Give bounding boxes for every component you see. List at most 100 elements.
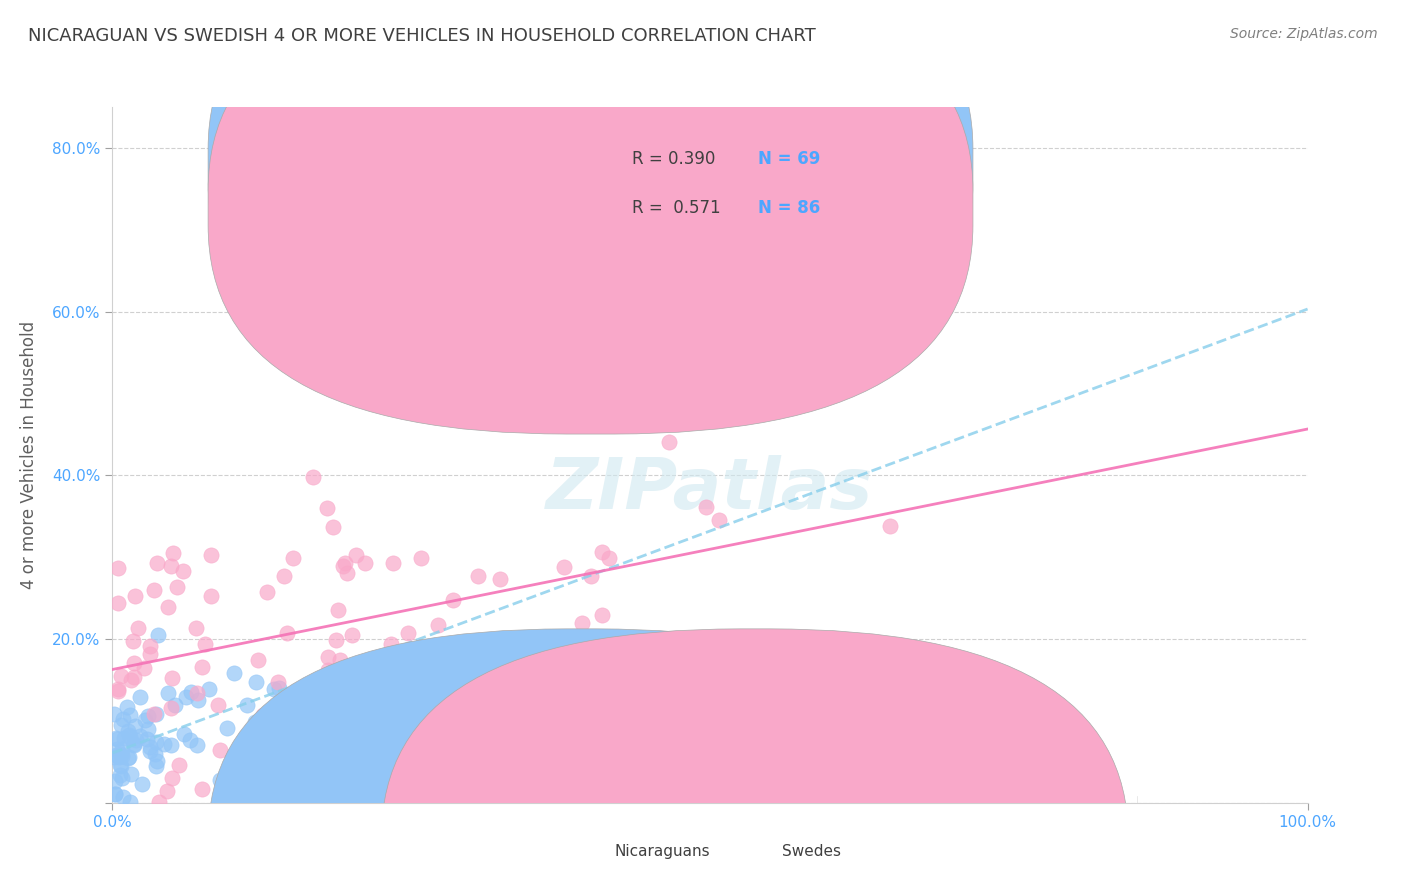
- FancyBboxPatch shape: [381, 629, 1129, 892]
- Point: [207, 698, 229, 713]
- Point: [105, 731, 128, 746]
- Point: [172, 564, 194, 578]
- Point: [103, 706, 125, 721]
- Point: [256, 585, 278, 599]
- Point: [381, 557, 404, 571]
- Point: [122, 656, 145, 670]
- Point: [120, 795, 142, 809]
- Point: [269, 722, 291, 736]
- Point: [209, 772, 232, 787]
- Point: [180, 685, 202, 699]
- Point: [118, 728, 141, 742]
- Point: [174, 690, 197, 705]
- Point: [287, 723, 309, 737]
- Point: [142, 582, 165, 597]
- Point: [104, 748, 127, 763]
- Point: [186, 686, 208, 700]
- Point: [110, 669, 132, 683]
- Point: [336, 566, 359, 580]
- Point: [115, 700, 138, 714]
- Point: [591, 545, 613, 559]
- Point: [105, 731, 128, 746]
- Point: [104, 788, 127, 802]
- Point: [103, 750, 125, 764]
- Point: [316, 501, 339, 516]
- Point: [111, 771, 134, 785]
- Y-axis label: 4 or more Vehicles in Household: 4 or more Vehicles in Household: [20, 321, 38, 589]
- Point: [120, 767, 142, 781]
- Point: [146, 556, 169, 570]
- Point: [139, 647, 162, 661]
- Point: [325, 633, 347, 648]
- Point: [377, 698, 399, 712]
- Point: [139, 739, 162, 754]
- Point: [263, 719, 285, 733]
- Point: [318, 689, 340, 703]
- Text: ZIPatlas: ZIPatlas: [547, 455, 873, 524]
- Point: [184, 621, 207, 635]
- Point: [107, 681, 129, 696]
- Point: [269, 681, 291, 696]
- Point: [160, 771, 183, 785]
- Point: [108, 768, 131, 782]
- Text: R =  0.571: R = 0.571: [633, 199, 721, 217]
- Point: [105, 742, 128, 756]
- Point: [146, 628, 169, 642]
- Text: N = 86: N = 86: [758, 199, 820, 217]
- Point: [134, 661, 156, 675]
- Point: [332, 559, 354, 574]
- Point: [208, 743, 231, 757]
- Point: [370, 664, 392, 678]
- Point: [276, 626, 298, 640]
- FancyBboxPatch shape: [208, 0, 973, 392]
- Point: [148, 795, 170, 809]
- Point: [117, 751, 139, 765]
- Point: [396, 625, 419, 640]
- Point: [118, 708, 141, 723]
- Point: [553, 560, 575, 574]
- Point: [120, 673, 142, 687]
- Point: [179, 733, 201, 747]
- Point: [108, 758, 131, 772]
- Point: [156, 784, 179, 798]
- Point: [294, 688, 316, 702]
- Point: [129, 730, 152, 744]
- Point: [328, 653, 350, 667]
- FancyBboxPatch shape: [543, 135, 901, 239]
- Point: [173, 727, 195, 741]
- Point: [591, 607, 613, 622]
- Point: [879, 518, 901, 533]
- Point: [342, 628, 364, 642]
- Point: [160, 671, 183, 685]
- Point: [266, 675, 288, 690]
- Point: [107, 597, 129, 611]
- Point: [107, 750, 129, 764]
- Point: [131, 777, 153, 791]
- Point: [160, 701, 183, 715]
- Point: [128, 690, 150, 704]
- Point: [127, 621, 149, 635]
- Point: [167, 757, 190, 772]
- Point: [333, 556, 356, 570]
- Point: [124, 719, 146, 733]
- Point: [145, 707, 167, 722]
- Point: [247, 653, 270, 667]
- Point: [134, 713, 156, 727]
- Point: [139, 640, 162, 654]
- Point: [581, 569, 603, 583]
- Point: [162, 546, 184, 560]
- Point: [200, 589, 222, 603]
- Text: Source: ZipAtlas.com: Source: ZipAtlas.com: [1230, 27, 1378, 41]
- Point: [186, 739, 208, 753]
- Point: [145, 735, 167, 749]
- Point: [166, 580, 188, 594]
- Point: [197, 681, 219, 696]
- Point: [153, 737, 176, 751]
- Point: [104, 774, 127, 789]
- Point: [145, 747, 167, 761]
- Point: [316, 663, 339, 677]
- Point: [273, 568, 295, 582]
- Point: [104, 787, 127, 801]
- Point: [117, 723, 139, 738]
- Point: [235, 698, 257, 712]
